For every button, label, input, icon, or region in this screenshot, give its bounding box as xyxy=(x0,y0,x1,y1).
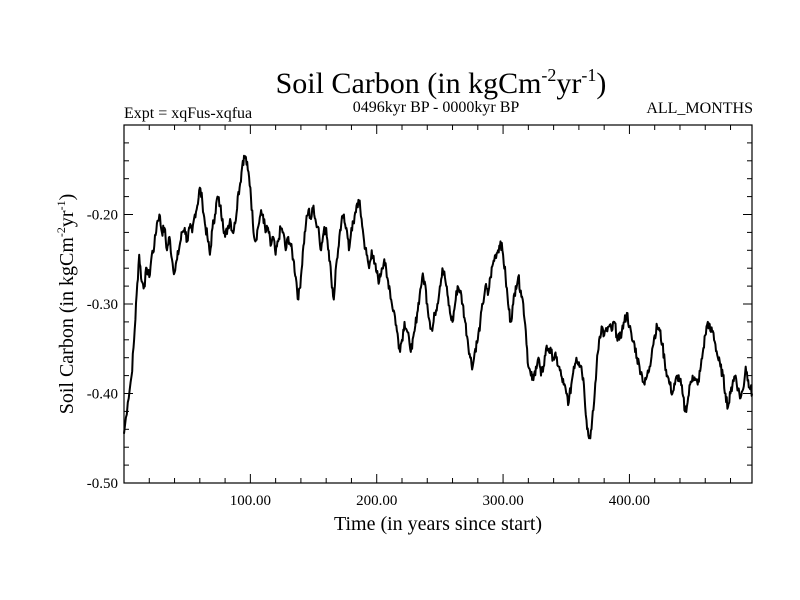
x-tick-label: 300.00 xyxy=(482,493,523,509)
x-tick-label: 100.00 xyxy=(230,493,271,509)
title-mid: yr xyxy=(556,67,581,100)
title-sup2: -1 xyxy=(581,65,596,85)
y-tick-label: -0.50 xyxy=(87,476,118,492)
y-tick-label: -0.40 xyxy=(87,387,118,403)
subtitle-left: Expt = xqFus-xqfua xyxy=(124,105,252,122)
subtitle-center: 0496kyr BP - 0000kyr BP xyxy=(353,99,520,116)
ylabel-end: ) xyxy=(56,194,78,201)
x-axis-label: Time (in years since start) xyxy=(334,513,542,535)
ylabel-sup1: -2 xyxy=(54,227,68,237)
ylabel-main: Soil Carbon (in kgCm xyxy=(56,237,78,415)
chart-title: Soil Carbon (in kgCm-2yr-1) xyxy=(276,65,607,100)
ylabel-mid: yr xyxy=(56,210,78,227)
x-tick-label: 400.00 xyxy=(609,493,650,509)
y-tick-label: -0.30 xyxy=(87,297,118,313)
y-axis-label: Soil Carbon (in kgCm-2yr-1) xyxy=(54,194,78,415)
series-line-soil-carbon xyxy=(123,154,753,440)
y-tick-label: -0.20 xyxy=(87,208,118,224)
y-axis-ticks: -0.20 -0.30 -0.40 -0.50 xyxy=(87,142,752,492)
x-tick-label: 200.00 xyxy=(356,493,397,509)
subtitle-right: ALL_MONTHS xyxy=(646,100,753,117)
title-main: Soil Carbon (in kgCm xyxy=(276,67,542,100)
title-end: ) xyxy=(596,67,606,100)
x-axis-ticks: 100.00 200.00 300.00 400.00 xyxy=(148,125,732,509)
title-sup1: -2 xyxy=(541,65,556,85)
ylabel-sup2: -1 xyxy=(54,200,68,210)
